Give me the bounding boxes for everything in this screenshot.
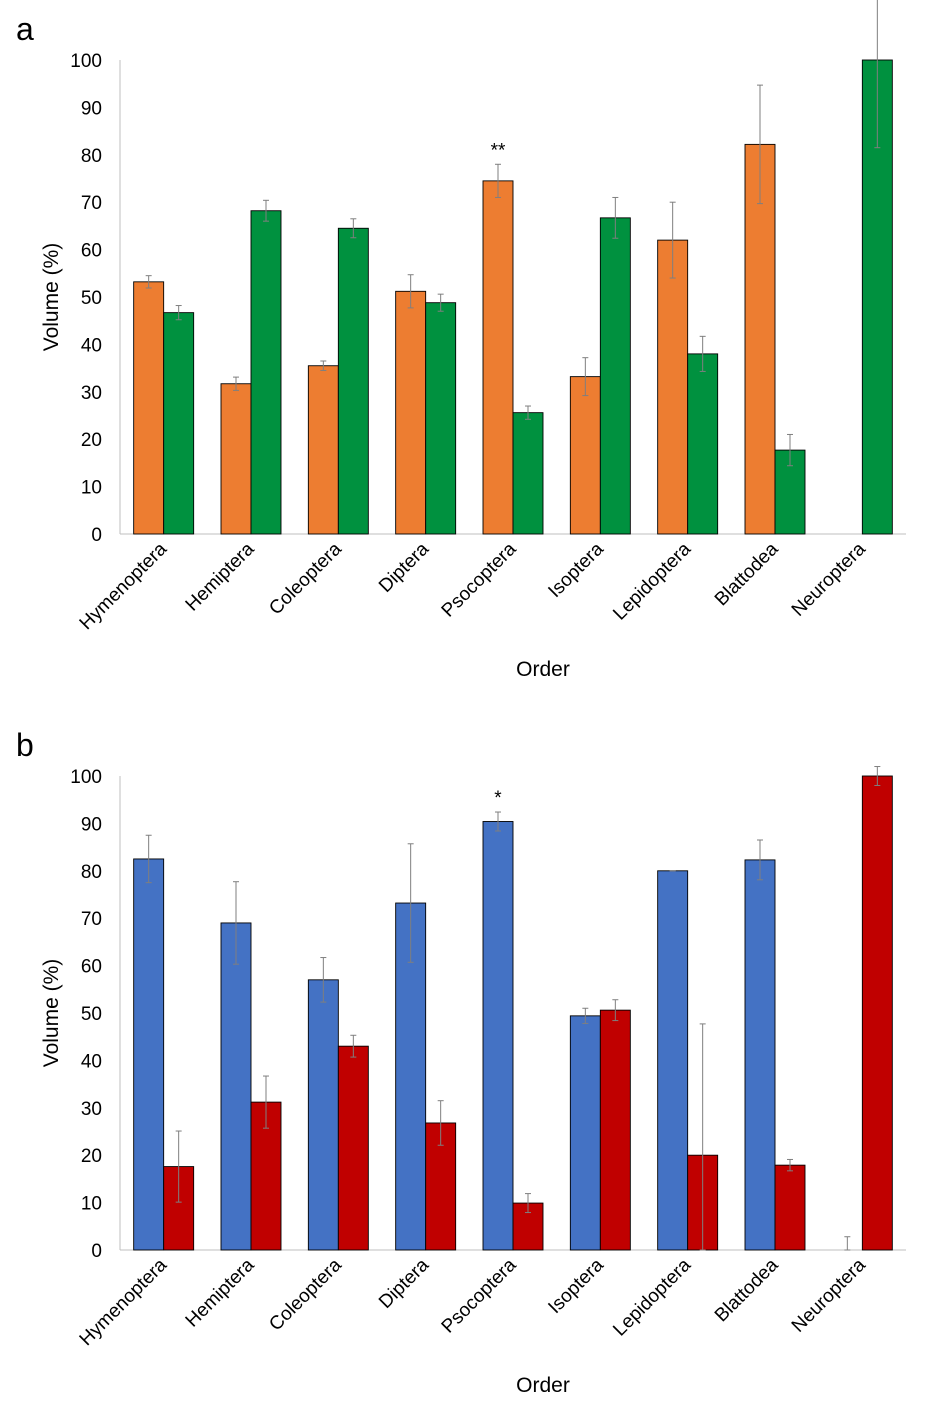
bar-neuroptera-series-2 — [861, 775, 893, 1251]
bar-diptera-series-1 — [395, 290, 427, 535]
y-tick-label: 80 — [81, 146, 102, 167]
chart-panel-a: a 0 10 20 30 40 50 60 70 80 90 100 ** Hymenoptera Hemi… — [0, 0, 932, 710]
x-tick-label: Hymenoptera — [76, 1254, 172, 1350]
bar-lepidoptera-series-1 — [657, 870, 689, 1251]
x-tick-label: Hemiptera — [182, 538, 259, 615]
x-tick-label: Blattodea — [711, 538, 783, 610]
x-tick-label: Coleoptera — [265, 1254, 346, 1335]
panel-label: b — [16, 727, 34, 763]
bar-blattodea-series-2 — [774, 1164, 806, 1251]
y-tick-label: 30 — [81, 1099, 102, 1120]
y-tick-label: 40 — [81, 1051, 102, 1072]
x-tick-label: Blattodea — [711, 1254, 783, 1326]
bar-chart-a: a 0 10 20 30 40 50 60 70 80 90 100 ** Hymenoptera Hemi… — [16, 0, 906, 681]
y-axis-title: Volume (%) — [40, 959, 63, 1068]
x-axis-title: Order — [516, 1374, 570, 1397]
y-tick-label: 10 — [81, 478, 102, 499]
x-tick-label: Lepidoptera — [609, 538, 695, 624]
x-tick-label: Lepidoptera — [609, 1254, 695, 1340]
y-tick-label: 70 — [81, 193, 102, 214]
significance-marker: * — [494, 788, 502, 809]
x-tick-label: Hymenoptera — [76, 538, 172, 634]
bar-diptera-series-2 — [425, 302, 457, 535]
x-tick-label: Psocoptera — [438, 538, 521, 621]
bar-hymenoptera-series-1 — [133, 858, 165, 1251]
bar-coleoptera-series-1 — [307, 979, 339, 1251]
y-tick-label: 30 — [81, 383, 102, 404]
x-tick-label: Diptera — [375, 538, 433, 596]
y-tick-label: 50 — [81, 1004, 102, 1025]
bar-coleoptera-series-1 — [307, 365, 339, 535]
bar-psocoptera-series-2 — [512, 412, 544, 535]
bar-chart-b: b 0 10 20 30 40 50 60 70 80 90 100 * Hymenoptera Hemip… — [16, 727, 906, 1397]
bar-hemiptera-series-2 — [250, 210, 282, 535]
y-tick-label: 100 — [70, 51, 102, 72]
chart-panel-b: b 0 10 20 30 40 50 60 70 80 90 100 * Hymenoptera Hemip… — [0, 716, 932, 1426]
bar-isoptera-series-2 — [599, 217, 631, 535]
bar-isoptera-series-1 — [569, 376, 601, 535]
y-tick-label: 10 — [81, 1194, 102, 1215]
bar-lepidoptera-series-1 — [657, 239, 689, 535]
x-axis-title: Order — [516, 658, 570, 681]
panel-label: a — [16, 11, 34, 47]
bar-isoptera-series-2 — [599, 1009, 631, 1251]
x-tick-label: Neuroptera — [788, 538, 870, 620]
y-tick-label: 0 — [91, 1241, 102, 1262]
y-tick-label: 20 — [81, 430, 102, 451]
bar-coleoptera-series-2 — [337, 1045, 369, 1251]
x-tick-label: Neuroptera — [788, 1254, 870, 1336]
y-tick-label: 90 — [81, 814, 102, 835]
bar-lepidoptera-series-2 — [687, 353, 719, 535]
bar-hemiptera-series-1 — [220, 922, 252, 1251]
x-tick-label: Psocoptera — [438, 1254, 521, 1337]
y-tick-label: 80 — [81, 862, 102, 883]
significance-marker: ** — [491, 140, 506, 161]
bar-coleoptera-series-2 — [337, 227, 369, 535]
bar-hymenoptera-series-2 — [163, 312, 195, 535]
y-tick-label: 90 — [81, 98, 102, 119]
x-tick-label: Hemiptera — [182, 1254, 259, 1331]
y-axis-title: Volume (%) — [40, 243, 63, 352]
x-tick-label: Diptera — [375, 1254, 433, 1312]
bar-blattodea-series-1 — [744, 859, 776, 1251]
y-tick-label: 60 — [81, 241, 102, 262]
y-tick-label: 40 — [81, 335, 102, 356]
bar-hemiptera-series-1 — [220, 383, 252, 535]
bar-blattodea-series-1 — [744, 143, 776, 535]
y-tick-label: 70 — [81, 909, 102, 930]
x-tick-label: Isoptera — [544, 538, 608, 602]
y-tick-label: 20 — [81, 1146, 102, 1167]
bar-psocoptera-series-1 — [482, 821, 514, 1251]
x-tick-label: Isoptera — [544, 1254, 608, 1318]
x-tick-label: Coleoptera — [265, 538, 346, 619]
bar-hymenoptera-series-1 — [133, 281, 165, 535]
bar-psocoptera-series-1 — [482, 180, 514, 535]
bar-isoptera-series-1 — [569, 1015, 601, 1251]
y-tick-label: 60 — [81, 957, 102, 978]
y-tick-label: 50 — [81, 288, 102, 309]
y-tick-label: 0 — [91, 525, 102, 546]
y-tick-label: 100 — [70, 767, 102, 788]
